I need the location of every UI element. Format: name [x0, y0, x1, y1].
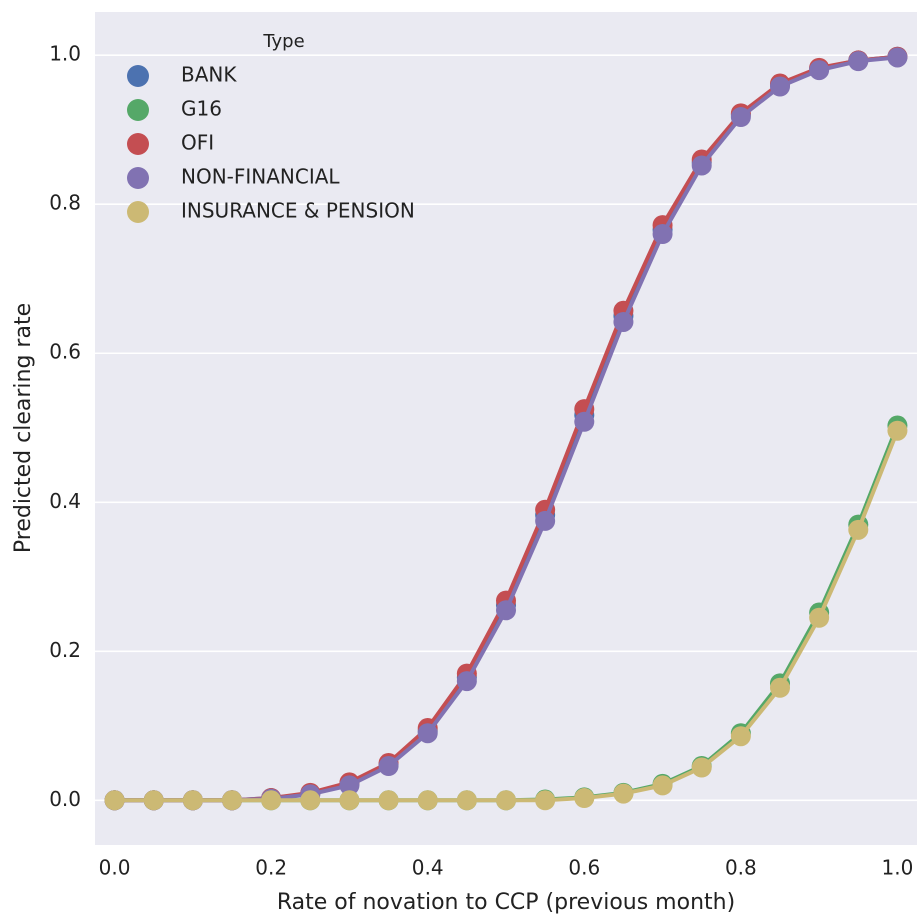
point — [456, 671, 477, 692]
x-tick-label: 0.4 — [412, 856, 444, 880]
y-tick-label: 0.0 — [49, 787, 81, 811]
x-tick-label: 1.0 — [882, 856, 914, 880]
legend-label: G16 — [181, 97, 222, 121]
x-tick-label: 0.0 — [99, 856, 131, 880]
plot-area — [95, 12, 917, 845]
legend-marker — [127, 65, 149, 87]
point — [613, 783, 634, 804]
y-tick-label: 0.8 — [49, 191, 81, 215]
legend-marker — [127, 99, 149, 121]
legend-title: Type — [262, 31, 304, 52]
point — [730, 726, 751, 747]
point — [496, 790, 516, 811]
point — [104, 790, 125, 811]
legend-label: BANK — [181, 63, 237, 87]
point — [809, 607, 830, 628]
point — [417, 723, 438, 744]
legend-marker — [127, 133, 149, 155]
point — [300, 790, 321, 811]
point — [261, 790, 282, 811]
point — [574, 411, 595, 432]
point — [496, 600, 516, 621]
point — [770, 76, 790, 97]
point — [535, 510, 556, 531]
legend-label: NON-FINANCIAL — [181, 165, 340, 189]
point — [417, 790, 438, 811]
point — [652, 224, 673, 245]
point — [339, 775, 360, 796]
point — [222, 790, 242, 811]
point — [691, 155, 712, 176]
point — [730, 107, 751, 128]
y-tick-label: 0.4 — [49, 489, 81, 513]
point — [378, 790, 399, 811]
point — [456, 790, 477, 811]
point — [652, 775, 673, 796]
point — [848, 519, 869, 540]
point — [691, 757, 712, 778]
point — [182, 790, 203, 811]
point — [574, 788, 595, 809]
y-axis-label: Predicted clearing rate — [11, 303, 36, 553]
legend-label: OFI — [181, 131, 214, 155]
point — [809, 60, 830, 81]
x-axis-label: Rate of novation to CCP (previous month) — [277, 890, 735, 915]
point — [143, 790, 164, 811]
point — [887, 420, 908, 441]
point — [848, 51, 869, 72]
y-tick-label: 1.0 — [49, 42, 81, 66]
point — [770, 677, 790, 698]
legend-marker — [127, 167, 149, 189]
y-tick-label: 0.2 — [49, 638, 81, 662]
point — [613, 311, 634, 332]
x-tick-label: 0.6 — [568, 856, 600, 880]
legend-label: INSURANCE & PENSION — [181, 199, 415, 223]
legend-marker — [127, 201, 149, 223]
point — [339, 790, 360, 811]
x-tick-label: 0.8 — [725, 856, 757, 880]
x-tick-label: 0.2 — [255, 856, 287, 880]
point — [378, 756, 399, 777]
point — [887, 47, 908, 68]
y-tick-label: 0.6 — [49, 340, 81, 364]
point — [535, 790, 556, 811]
